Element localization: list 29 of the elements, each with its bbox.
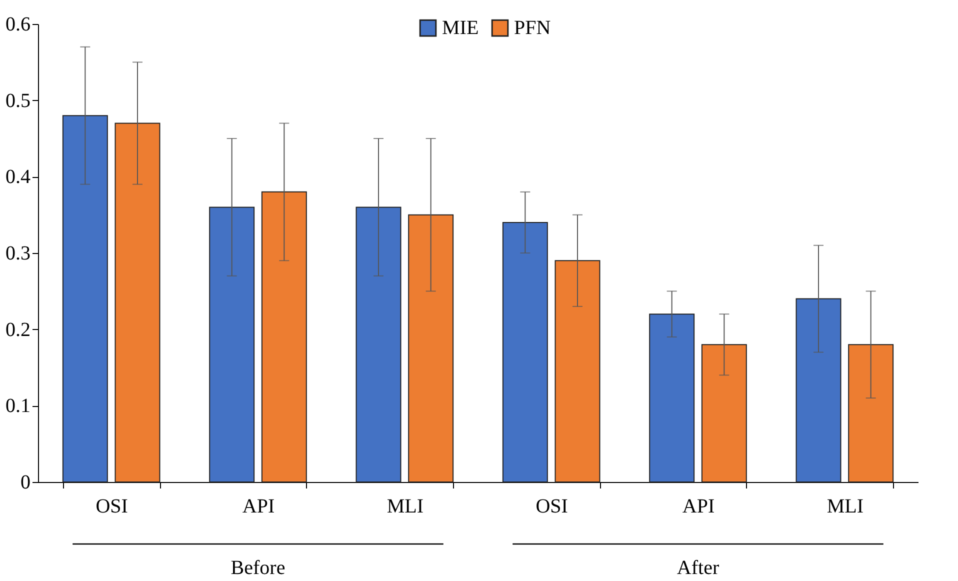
x-tick-label: API	[242, 496, 275, 518]
text: After	[676, 557, 720, 579]
bar	[261, 191, 307, 482]
bar	[62, 115, 108, 482]
x-tick-label: MLI	[826, 496, 864, 518]
bar	[114, 122, 160, 482]
bar	[649, 314, 695, 482]
bar	[408, 214, 454, 482]
bar	[554, 260, 600, 482]
bar	[848, 344, 894, 482]
y-tick-label: 0.6	[6, 14, 30, 36]
x-tick-label: MLI	[386, 496, 424, 518]
legend-label: PFN	[514, 17, 551, 40]
y-tick-label: 0.4	[6, 166, 30, 188]
bar	[502, 222, 548, 482]
y-tick-label: 0.3	[6, 242, 30, 264]
bar	[209, 206, 255, 482]
y-tick-label: 0.1	[6, 395, 30, 418]
y-tick-label: 0.2	[6, 318, 30, 341]
x-tick-label: API	[682, 496, 715, 518]
y-tick-label: 0	[20, 472, 30, 494]
bar	[701, 344, 747, 482]
text: Before	[230, 557, 286, 579]
bar	[796, 298, 842, 482]
legend-label: MIE	[442, 17, 479, 40]
bar	[356, 206, 402, 482]
x-tick-label: OSI	[96, 496, 128, 518]
x-tick-label: OSI	[536, 496, 568, 518]
y-tick-label: 0.5	[6, 90, 30, 112]
